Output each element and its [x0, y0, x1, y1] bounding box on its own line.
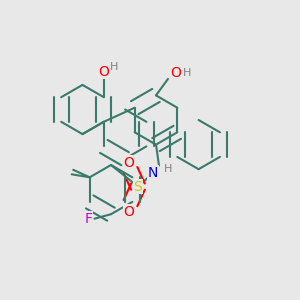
Text: N: N — [148, 166, 158, 180]
Text: O: O — [170, 66, 181, 80]
Text: F: F — [85, 212, 92, 226]
Text: H: H — [110, 62, 118, 72]
Text: O: O — [124, 205, 134, 219]
Text: O: O — [124, 156, 134, 170]
Text: S: S — [134, 180, 142, 194]
Text: H: H — [183, 68, 192, 78]
Text: O: O — [98, 65, 109, 79]
Text: H: H — [164, 164, 172, 174]
